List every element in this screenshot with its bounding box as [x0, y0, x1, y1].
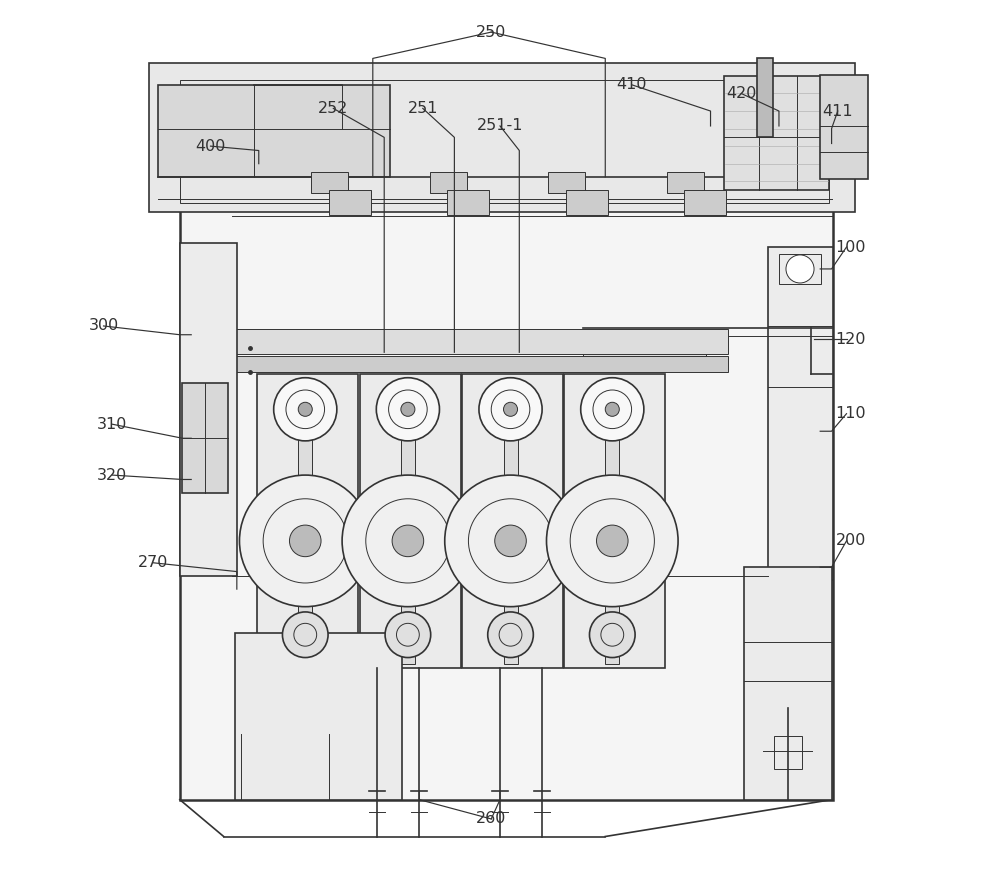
Bar	[820, 75, 868, 179]
Bar	[605, 409, 619, 664]
Circle shape	[289, 525, 321, 557]
Circle shape	[282, 612, 328, 657]
Bar	[774, 736, 802, 769]
Bar	[257, 374, 358, 668]
Circle shape	[596, 525, 628, 557]
Circle shape	[274, 378, 337, 441]
Circle shape	[479, 378, 542, 441]
Circle shape	[385, 612, 431, 657]
Bar	[768, 247, 833, 580]
Bar	[744, 568, 832, 800]
Text: 200: 200	[836, 533, 866, 548]
Bar	[430, 172, 467, 193]
Bar	[311, 172, 348, 193]
Bar	[182, 383, 228, 493]
Circle shape	[298, 402, 312, 416]
Bar	[235, 633, 402, 800]
Circle shape	[546, 475, 678, 606]
Text: 320: 320	[97, 467, 127, 482]
Bar	[583, 336, 706, 356]
Text: 110: 110	[836, 407, 866, 422]
Text: 400: 400	[195, 139, 226, 154]
Text: 250: 250	[476, 25, 506, 40]
Text: 252: 252	[318, 101, 349, 116]
Circle shape	[786, 255, 814, 283]
Circle shape	[342, 475, 474, 606]
Text: 310: 310	[97, 417, 127, 432]
Circle shape	[581, 378, 644, 441]
Circle shape	[605, 402, 619, 416]
Bar	[564, 374, 665, 668]
Bar	[149, 62, 855, 212]
Bar	[329, 190, 371, 215]
Circle shape	[239, 475, 371, 606]
Text: 100: 100	[836, 239, 866, 254]
Bar	[158, 84, 390, 177]
Text: 251-1: 251-1	[477, 119, 523, 134]
Bar	[298, 409, 312, 664]
Circle shape	[392, 525, 424, 557]
Bar	[757, 58, 773, 137]
Bar	[180, 80, 829, 203]
Bar	[504, 409, 518, 664]
Circle shape	[495, 525, 526, 557]
Text: 420: 420	[726, 86, 756, 101]
Text: 270: 270	[138, 555, 169, 570]
Text: 410: 410	[616, 77, 647, 92]
Circle shape	[445, 475, 576, 606]
Text: 251: 251	[408, 101, 438, 116]
Bar	[180, 243, 237, 576]
Bar	[779, 254, 821, 284]
Bar	[684, 190, 726, 215]
Circle shape	[376, 378, 439, 441]
Bar	[566, 190, 608, 215]
Circle shape	[401, 402, 415, 416]
Circle shape	[488, 612, 533, 657]
Bar	[724, 76, 829, 190]
Bar	[462, 374, 563, 668]
Bar	[232, 329, 728, 354]
Text: 120: 120	[836, 332, 866, 347]
Circle shape	[589, 612, 635, 657]
Circle shape	[504, 402, 518, 416]
Bar	[548, 172, 585, 193]
Text: 260: 260	[476, 811, 506, 826]
Text: 411: 411	[822, 104, 853, 119]
Bar	[360, 374, 461, 668]
Bar	[667, 172, 704, 193]
Bar	[401, 409, 415, 664]
Bar	[447, 190, 489, 215]
Bar	[180, 168, 833, 800]
Bar	[232, 356, 728, 371]
Text: 300: 300	[88, 319, 119, 334]
